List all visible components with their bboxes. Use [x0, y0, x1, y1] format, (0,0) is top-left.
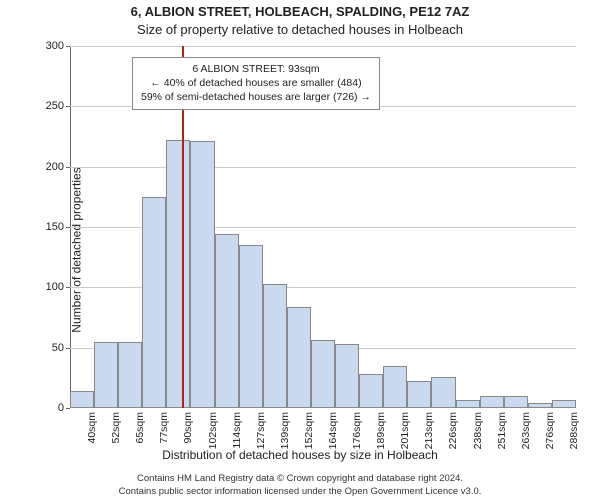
chart-title-main: 6, ALBION STREET, HOLBEACH, SPALDING, PE… — [0, 4, 600, 19]
xtick-label: 201sqm — [399, 412, 411, 449]
xtick-label: 102sqm — [207, 412, 219, 449]
xtick-label: 276sqm — [544, 412, 556, 449]
histogram-bar — [239, 245, 263, 408]
histogram-bar — [528, 403, 552, 408]
chart-container: 6, ALBION STREET, HOLBEACH, SPALDING, PE… — [0, 0, 600, 500]
ytick-label: 0 — [58, 402, 64, 414]
gridline-h — [70, 167, 576, 168]
xtick-label: 65sqm — [134, 412, 146, 444]
xtick-label: 139sqm — [279, 412, 291, 449]
ytick-mark — [66, 408, 70, 409]
xtick-label: 77sqm — [158, 412, 170, 444]
histogram-bar — [359, 374, 383, 408]
histogram-bar — [480, 396, 504, 408]
ytick-mark — [66, 46, 70, 47]
xtick-label: 288sqm — [568, 412, 580, 449]
histogram-bar — [552, 400, 576, 408]
histogram-bar — [70, 391, 94, 408]
xtick-label: 213sqm — [423, 412, 435, 449]
histogram-bar — [504, 396, 528, 408]
histogram-bar — [311, 340, 335, 408]
histogram-bar — [166, 140, 190, 408]
histogram-bar — [335, 344, 359, 408]
xtick-label: 40sqm — [86, 412, 98, 444]
xtick-label: 238sqm — [472, 412, 484, 449]
chart-title-sub: Size of property relative to detached ho… — [0, 22, 600, 37]
histogram-bar — [456, 400, 480, 408]
histogram-bar — [383, 366, 407, 408]
license-text: Contains HM Land Registry data © Crown c… — [0, 473, 600, 498]
xtick-label: 226sqm — [447, 412, 459, 449]
annotation-line-2: ← 40% of detached houses are smaller (48… — [150, 77, 361, 89]
ytick-label: 200 — [46, 161, 64, 173]
gridline-h — [70, 46, 576, 47]
ytick-mark — [66, 227, 70, 228]
xtick-label: 189sqm — [375, 412, 387, 449]
ytick-label: 150 — [46, 221, 64, 233]
ytick-label: 100 — [46, 281, 64, 293]
histogram-bar — [142, 197, 166, 408]
ytick-mark — [66, 287, 70, 288]
xtick-label: 152sqm — [303, 412, 315, 449]
ytick-label: 250 — [46, 100, 64, 112]
xtick-label: 114sqm — [231, 412, 243, 449]
ytick-mark — [66, 167, 70, 168]
xtick-label: 251sqm — [496, 412, 508, 449]
ytick-label: 300 — [46, 40, 64, 52]
xtick-label: 164sqm — [327, 412, 339, 449]
license-line-1: Contains HM Land Registry data © Crown c… — [137, 473, 463, 484]
xtick-label: 52sqm — [110, 412, 122, 444]
histogram-bar — [94, 342, 118, 408]
histogram-bar — [190, 141, 214, 408]
histogram-bar — [118, 342, 142, 408]
histogram-bar — [287, 307, 311, 408]
xtick-label: 263sqm — [520, 412, 532, 449]
xtick-label: 176sqm — [351, 412, 363, 449]
plot-area: 05010015020025030040sqm52sqm65sqm77sqm90… — [70, 46, 576, 408]
license-line-2: Contains public sector information licen… — [119, 486, 482, 497]
ytick-mark — [66, 348, 70, 349]
annotation-line-3: 59% of semi-detached houses are larger (… — [141, 91, 371, 103]
histogram-bar — [407, 381, 431, 408]
xtick-label: 127sqm — [255, 412, 267, 449]
histogram-bar — [263, 284, 287, 408]
xtick-label: 90sqm — [182, 412, 194, 444]
histogram-bar — [431, 377, 455, 408]
ytick-label: 50 — [52, 342, 64, 354]
annotation-box: 6 ALBION STREET: 93sqm ← 40% of detached … — [132, 57, 380, 110]
histogram-bar — [215, 234, 239, 408]
ytick-mark — [66, 106, 70, 107]
annotation-line-1: 6 ALBION STREET: 93sqm — [192, 63, 319, 75]
x-axis-label: Distribution of detached houses by size … — [0, 448, 600, 462]
